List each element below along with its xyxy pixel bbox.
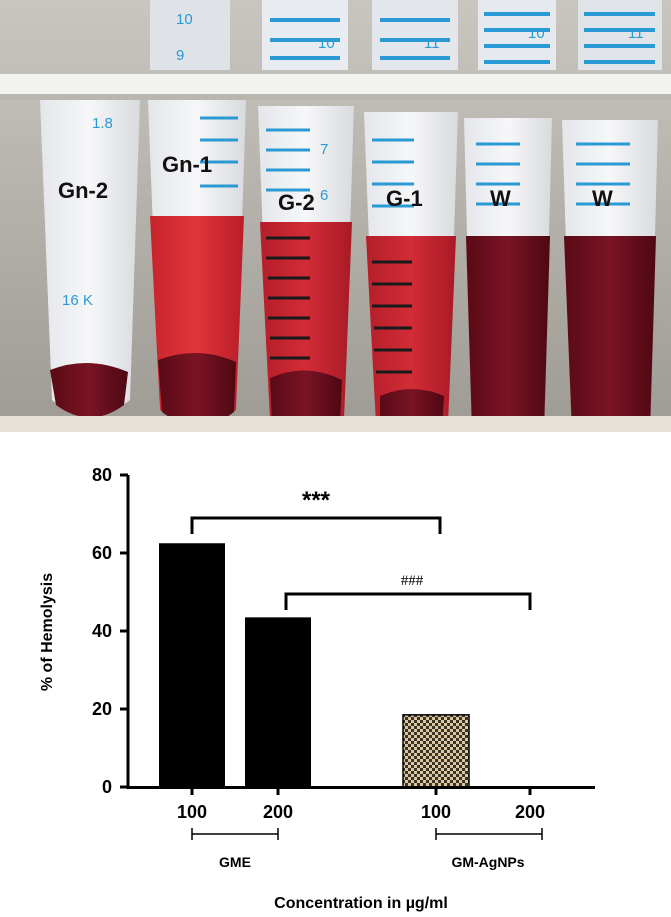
tube-label: Gn-1 [162, 152, 212, 177]
tube-marking: 1.8 [92, 115, 113, 132]
rack-number: 9 [176, 47, 184, 64]
tube-marking: 16 K [62, 292, 93, 309]
x-axis-title: Concentration in µg/ml [274, 895, 448, 912]
y-axis-title: % of Hemolysis [39, 573, 56, 691]
tube-scale-number: 7 [320, 141, 328, 158]
x-tick-label: 200 [263, 802, 293, 822]
group-bracket-gm-agnps: GM-AgNPs [435, 828, 543, 870]
x-tick-label: 100 [421, 802, 451, 822]
y-tick-label: 80 [92, 465, 112, 485]
x-tick-label: 100 [177, 802, 207, 822]
rack-number: 11 [628, 25, 644, 42]
group-label-gm-agnps: GM-AgNPs [451, 854, 524, 870]
group-label-gme: GME [219, 854, 251, 870]
significance-bracket-1: *** [190, 487, 442, 534]
tube-gn-1: Gn-1 [148, 100, 246, 426]
bar-2 [402, 714, 470, 788]
y-tick-label: 40 [92, 621, 112, 641]
rack-number: 10 [318, 35, 335, 52]
rack-number: 11 [424, 35, 440, 52]
y-tick-label: 60 [92, 543, 112, 563]
group-bracket-gme: GME [191, 828, 279, 870]
hemolysis-bar-chart: 0 20 40 60 80 100 200 100 200 GME GM-AgNPs *** … [0, 432, 671, 917]
tube-w-1: W [464, 118, 552, 432]
tube-label: G-1 [386, 186, 423, 211]
hemolysis-tubes-photo: 10 9 10 11 10 11 16 K 1.8 Gn-2 G [0, 0, 671, 432]
significance-bracket-2: ### [284, 573, 532, 610]
y-tick-label: 20 [92, 699, 112, 719]
tubes-photo-illustration: 10 9 10 11 10 11 16 K 1.8 Gn-2 G [0, 0, 671, 432]
rack-number: 10 [176, 11, 193, 28]
bar-0 [159, 543, 225, 787]
bars-layer [159, 543, 470, 788]
tube-gn-2: 16 K 1.8 Gn-2 [40, 100, 140, 418]
tube-label: W [490, 186, 511, 211]
rack-number: 10 [528, 25, 545, 42]
rack-shelf [0, 74, 671, 94]
tube-label: W [592, 186, 613, 211]
tube-g-1: G-1 [364, 112, 458, 432]
x-ticks: 100 200 100 200 [177, 787, 545, 822]
tube-g-2: 7 6 G-2 [258, 106, 354, 432]
bar-1 [245, 617, 311, 787]
significance-label: *** [302, 487, 331, 514]
significance-label: ### [401, 573, 424, 589]
tube-label: G-2 [278, 190, 315, 215]
tube-scale-number: 6 [320, 187, 328, 204]
tube-label: Gn-2 [58, 178, 108, 203]
y-ticks: 0 20 40 60 80 [92, 465, 128, 797]
x-tick-label: 200 [515, 802, 545, 822]
tube-w-2: W [562, 120, 658, 432]
y-tick-label: 0 [102, 777, 112, 797]
upper-rack-tubes: 10 9 10 11 10 11 [150, 0, 662, 70]
